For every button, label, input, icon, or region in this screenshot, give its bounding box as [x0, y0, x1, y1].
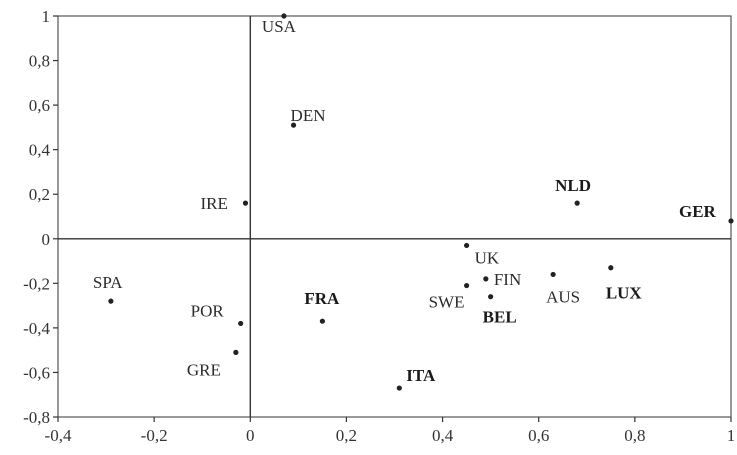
x-tick-label: -0,2	[141, 426, 168, 445]
point-label: ITA	[406, 366, 436, 385]
point-label: NLD	[555, 176, 591, 195]
y-tick-label: 0	[42, 230, 51, 249]
point-label: SPA	[93, 273, 123, 292]
data-point	[281, 13, 287, 19]
point-label: AUS	[546, 287, 580, 306]
data-point	[233, 349, 239, 355]
y-tick-label: -0,8	[23, 408, 50, 427]
point-label: LUX	[606, 284, 643, 303]
plot-frame	[57, 15, 732, 418]
point-label: FRA	[304, 289, 340, 308]
data-point	[483, 276, 489, 282]
y-tick-label: 1	[42, 7, 51, 26]
point-label: SWE	[429, 293, 465, 312]
y-tick-label: 0,6	[29, 96, 50, 115]
data-point	[608, 265, 614, 271]
data-point	[550, 271, 556, 278]
data-point	[574, 200, 580, 206]
point-label: USA	[262, 17, 297, 36]
data-point	[396, 385, 402, 391]
data-point	[108, 298, 114, 304]
point-label: POR	[191, 301, 225, 320]
point-label: IRE	[200, 194, 227, 213]
data-point	[488, 294, 494, 300]
x-tick-label: 0,6	[528, 426, 549, 445]
x-tick-label: 0,4	[432, 426, 454, 445]
point-label: BEL	[483, 308, 517, 327]
x-tick-label: 0,8	[624, 426, 645, 445]
y-tick-label: -0,6	[23, 363, 50, 382]
point-label: GRE	[187, 360, 221, 379]
y-tick-label: 0,4	[29, 141, 51, 160]
data-point	[290, 122, 297, 128]
y-tick-label: 0,2	[29, 185, 50, 204]
x-tick-label: 0,2	[336, 426, 357, 445]
data-point	[238, 320, 244, 327]
data-point	[464, 282, 470, 289]
data-point	[319, 318, 325, 324]
point-label: FIN	[494, 270, 521, 289]
y-tick-label: -0,2	[23, 274, 50, 293]
x-tick-label: 1	[727, 426, 736, 445]
data-point	[728, 218, 734, 224]
x-tick-label: -0,4	[45, 426, 72, 445]
point-label: GER	[679, 202, 717, 221]
y-tick-label: -0,4	[23, 319, 50, 338]
y-tick-label: 0,8	[29, 52, 50, 71]
data-point	[464, 242, 470, 249]
data-point	[242, 200, 249, 206]
x-tick-label: 0	[246, 426, 255, 445]
point-label: UK	[475, 248, 500, 267]
point-label: DEN	[291, 106, 326, 125]
